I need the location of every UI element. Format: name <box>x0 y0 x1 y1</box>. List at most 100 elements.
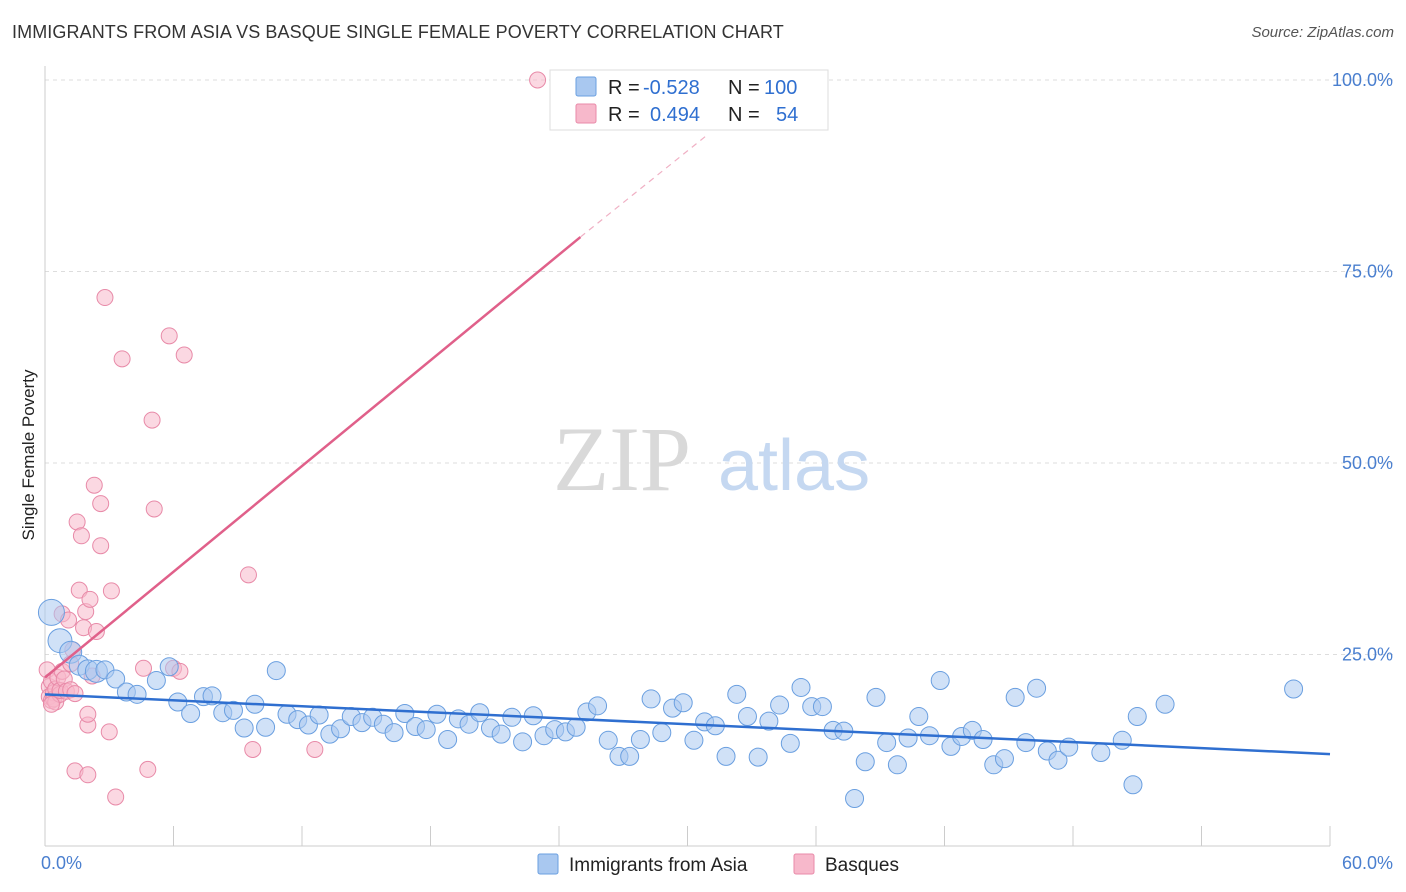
legend-n-value-asia: 100 <box>764 77 797 99</box>
asia-point <box>395 703 415 723</box>
basques-point <box>96 289 114 307</box>
asia-point <box>1027 678 1047 698</box>
basques-point <box>42 695 60 713</box>
x-tick-labels: 0.0% 60.0% <box>41 853 1393 873</box>
asia-point <box>812 697 832 717</box>
bottom-legend-swatch-asia <box>537 853 559 875</box>
asia-point <box>620 746 640 766</box>
asia-point <box>513 732 533 752</box>
source-label: Source: ZipAtlas.com <box>1251 24 1394 41</box>
basques-point <box>145 500 163 518</box>
asia-point <box>684 730 704 750</box>
chart-title: IMMIGRANTS FROM ASIA VS BASQUE SINGLE FE… <box>12 22 784 42</box>
basques-point <box>135 659 153 677</box>
legend-box: R = -0.528 N = 100 R = 0.494 N = 54 <box>549 69 829 131</box>
asia-point <box>181 703 201 723</box>
asia-point <box>737 707 757 727</box>
asia-point <box>1016 733 1036 753</box>
y-axis-label: Single Female Poverty <box>19 369 38 541</box>
asia-trend-line <box>44 693 1331 756</box>
asia-point <box>994 749 1014 769</box>
asia-point <box>1091 743 1111 763</box>
basques-point <box>160 327 178 345</box>
basques-point <box>529 71 547 89</box>
asia-point <box>930 671 950 691</box>
basques-point <box>175 346 193 364</box>
asia-point <box>973 730 993 750</box>
asia-point <box>770 695 790 715</box>
asia-point <box>727 684 747 704</box>
bottom-legend-label-asia: Immigrants from Asia <box>569 855 748 876</box>
asia-point <box>716 746 736 766</box>
basques-point <box>79 705 97 723</box>
y-tick-label: 25.0% <box>1342 645 1393 665</box>
asia-point <box>791 677 811 697</box>
asia-point <box>588 696 608 716</box>
legend-r-label-basques: R = <box>608 104 640 126</box>
basques-points <box>38 71 547 806</box>
legend-swatch-basques <box>575 103 597 124</box>
y-tick-label: 100.0% <box>1332 70 1393 90</box>
basques-point <box>244 740 262 758</box>
basques-point <box>100 723 118 741</box>
asia-point <box>1155 694 1175 714</box>
basques-point <box>72 527 90 545</box>
bottom-legend: Immigrants from Asia Basques <box>537 853 899 876</box>
asia-point <box>127 684 147 704</box>
basques-point <box>102 582 120 600</box>
asia-point <box>106 669 126 689</box>
asia-point <box>266 661 286 681</box>
asia-point <box>427 704 447 724</box>
legend-n-value-basques: 54 <box>776 104 798 126</box>
asia-point <box>384 723 404 743</box>
asia-point <box>877 733 897 753</box>
asia-point <box>909 707 929 727</box>
basques-point <box>81 590 99 608</box>
x-tick-label-end: 60.0% <box>1342 853 1393 873</box>
asia-point <box>673 693 693 713</box>
basques-point <box>87 623 105 641</box>
asia-point <box>491 724 511 744</box>
asia-points <box>37 598 1304 809</box>
basques-point <box>92 495 110 513</box>
asia-point <box>780 733 800 753</box>
asia-point <box>331 719 351 739</box>
asia-point <box>1048 750 1068 770</box>
basques-point <box>113 350 131 368</box>
watermark-zip: ZIP <box>553 408 691 510</box>
asia-point <box>416 720 436 740</box>
asia-point <box>759 711 779 731</box>
basques-trend-extension <box>580 133 710 238</box>
asia-point <box>202 686 222 706</box>
x-tick-label-start: 0.0% <box>41 853 82 873</box>
bottom-legend-swatch-basques <box>793 853 815 875</box>
watermark: ZIP atlas <box>553 408 870 510</box>
asia-point <box>641 689 661 709</box>
basques-point <box>92 537 110 555</box>
asia-point <box>1127 707 1147 727</box>
basques-point <box>79 766 97 784</box>
legend-r-label-asia: R = <box>608 77 640 99</box>
y-tick-labels: 25.0% 50.0% 75.0% 100.0% <box>1332 70 1393 665</box>
basques-point <box>107 788 125 806</box>
legend-n-label-asia: N = <box>728 77 760 99</box>
basques-point <box>66 685 84 703</box>
basques-point <box>306 740 324 758</box>
asia-point <box>855 752 875 772</box>
basques-trend-line <box>44 236 582 679</box>
asia-point <box>652 723 672 743</box>
asia-point <box>146 671 166 691</box>
asia-point <box>748 747 768 767</box>
asia-point <box>1123 775 1143 795</box>
asia-point <box>159 657 179 677</box>
asia-point <box>898 728 918 748</box>
basques-point <box>85 476 103 494</box>
asia-point <box>598 730 618 750</box>
basques-point <box>139 760 157 778</box>
asia-point <box>37 598 65 626</box>
asia-point <box>256 717 276 737</box>
asia-point <box>234 718 254 738</box>
watermark-atlas: atlas <box>718 426 870 506</box>
asia-point <box>1112 730 1132 750</box>
